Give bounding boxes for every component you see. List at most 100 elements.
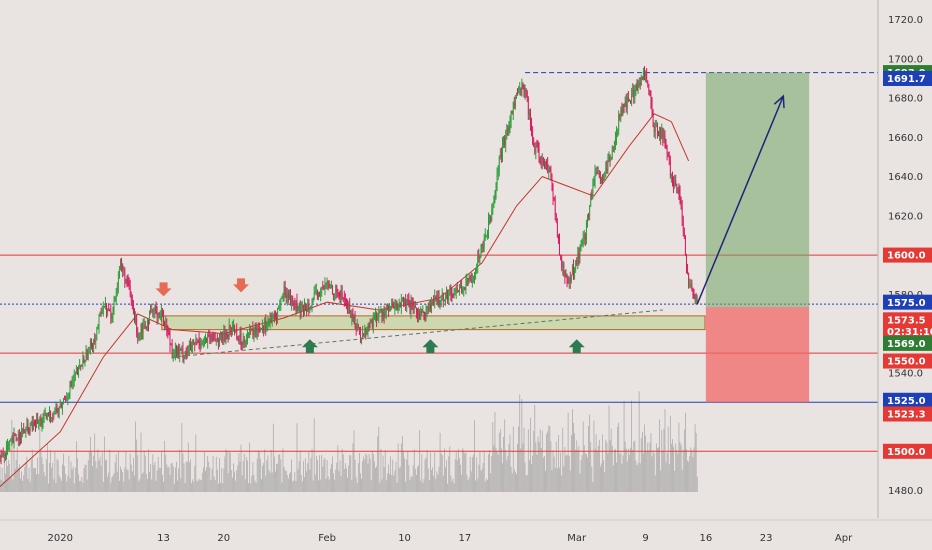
candle-body	[150, 311, 152, 313]
candle-body	[426, 306, 428, 311]
volume-bar	[281, 482, 283, 492]
volume-bar	[272, 423, 274, 492]
candle-body	[634, 90, 636, 98]
candle-body	[389, 306, 390, 310]
candle-body	[127, 281, 129, 282]
volume-bar	[179, 449, 181, 492]
candle-body	[525, 89, 527, 92]
volume-bar	[526, 474, 528, 492]
volume-bar	[477, 478, 479, 492]
volume-bar	[3, 462, 5, 492]
volume-bar	[675, 443, 677, 492]
candle-body	[103, 307, 105, 308]
candle-body	[360, 333, 361, 340]
candle-body	[683, 231, 685, 237]
candle-body	[654, 126, 656, 132]
candle-body	[454, 291, 456, 293]
candle-body	[583, 234, 585, 238]
candle-body	[627, 97, 629, 101]
volume-bar	[198, 478, 200, 492]
up-arrow-icon	[301, 339, 318, 354]
candle-body	[296, 301, 298, 312]
candle-body	[24, 431, 26, 433]
candle-body	[548, 168, 550, 173]
volume-bar	[120, 466, 121, 492]
candle-body	[439, 302, 441, 304]
candle-body	[690, 283, 692, 286]
candle-body	[671, 174, 672, 177]
volume-bar	[650, 433, 652, 492]
volume-bar	[71, 469, 73, 492]
candle-body	[255, 324, 257, 333]
candle-body	[44, 413, 46, 415]
candle-body	[369, 320, 371, 329]
volume-bar	[527, 429, 529, 492]
volume-bar	[346, 468, 347, 492]
candle-body	[590, 193, 592, 207]
volume-bar	[497, 454, 499, 492]
volume-bar	[465, 452, 467, 492]
volume-bar	[667, 426, 669, 492]
volume-bar	[421, 454, 423, 492]
candle-body	[409, 301, 411, 312]
volume-bar	[449, 446, 451, 492]
volume-bar	[661, 430, 663, 492]
volume-bar	[39, 422, 41, 492]
candle-body	[116, 288, 118, 295]
candle-body	[38, 421, 40, 424]
candle-body	[126, 279, 128, 282]
candle-body	[119, 269, 120, 278]
candle-body	[40, 419, 42, 425]
volume-bar	[508, 444, 510, 492]
candle-body	[312, 297, 314, 301]
candle-body	[492, 207, 494, 211]
volume-bar	[594, 449, 596, 492]
candle-body	[408, 299, 410, 302]
volume-bar	[223, 468, 225, 492]
candle-body	[157, 312, 159, 318]
candle-body	[128, 281, 130, 288]
volume-bar	[326, 459, 328, 492]
volume-bar	[683, 429, 685, 492]
candle-body	[411, 302, 413, 304]
candle-body	[15, 435, 17, 439]
candle-body	[610, 157, 612, 160]
candle-body	[82, 358, 84, 367]
volume-bar	[234, 471, 235, 492]
candle-body	[73, 375, 75, 381]
candle-body	[41, 421, 43, 425]
volume-bar	[634, 440, 636, 492]
candle-body	[384, 312, 386, 317]
volume-bar	[241, 475, 243, 492]
volume-bar	[79, 481, 81, 492]
volume-bar	[145, 473, 147, 492]
candle-body	[76, 371, 77, 375]
candle-body	[338, 292, 340, 296]
volume-bar	[257, 449, 259, 492]
time-tick-label: 23	[760, 533, 773, 544]
volume-bar	[220, 482, 221, 492]
volume-bar	[370, 480, 372, 492]
volume-bar	[351, 480, 353, 492]
candle-body	[3, 454, 5, 456]
candle-body	[608, 158, 610, 161]
volume-bar	[632, 449, 634, 492]
candle-body	[410, 302, 412, 312]
volume-bar	[102, 481, 104, 492]
candle-body	[696, 299, 698, 301]
volume-bar	[436, 471, 438, 492]
volume-bar	[18, 464, 20, 492]
candle-body	[64, 399, 65, 400]
volume-bar	[268, 469, 270, 492]
volume-bar	[249, 442, 251, 492]
volume-bar	[475, 480, 476, 492]
candle-body	[516, 93, 517, 97]
candle-body	[337, 291, 339, 293]
volume-bar	[501, 448, 502, 492]
candle-body	[4, 454, 6, 458]
volume-bar	[482, 463, 484, 492]
candle-body	[133, 306, 134, 312]
candle-body	[438, 294, 440, 304]
volume-bar	[250, 483, 252, 492]
volume-bar	[443, 448, 445, 492]
